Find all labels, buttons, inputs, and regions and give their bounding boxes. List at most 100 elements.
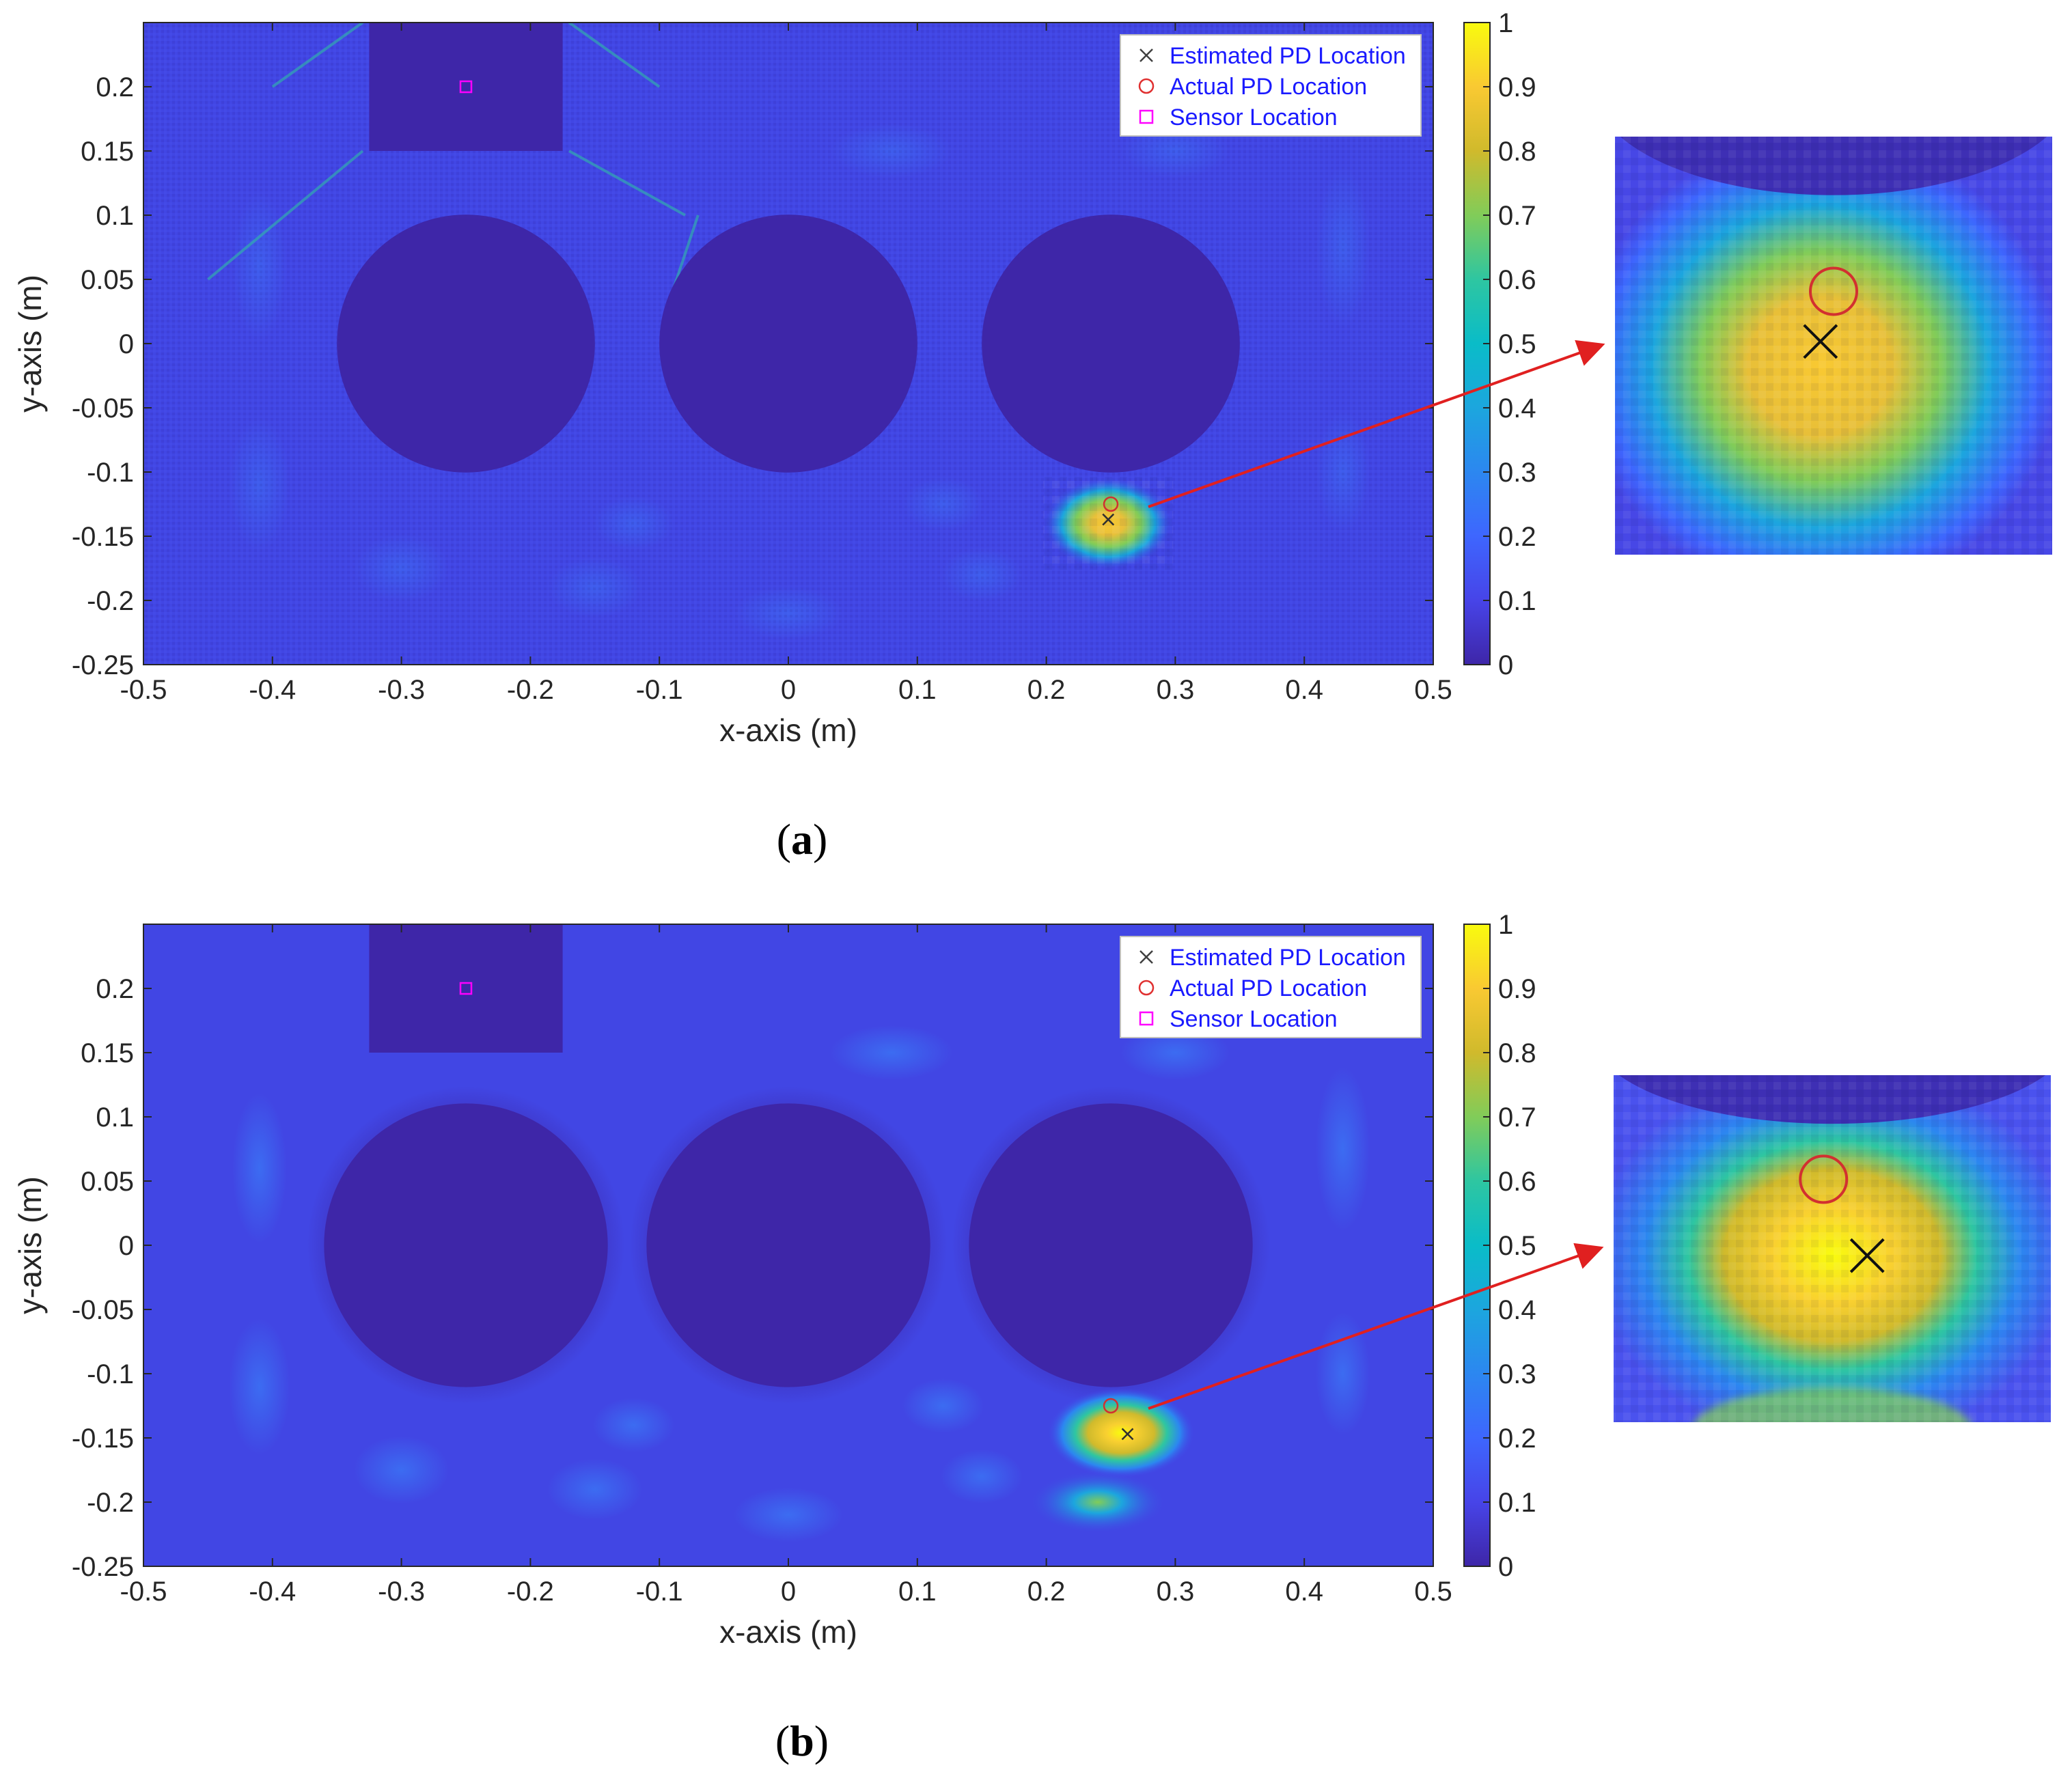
colorbar-tick-label: 0.2: [1498, 522, 1536, 552]
x-tick-label: -0.5: [120, 675, 167, 705]
colorbar: 1 0.9 0.8 0.7 0.6 0.5 0.4 0.3 0.2 0.1 0: [1463, 910, 1536, 1582]
colorbar-tick-label: 0.3: [1498, 1359, 1536, 1389]
legend-x-icon: [1139, 950, 1153, 964]
legend-x-stroke: [1139, 48, 1153, 62]
estimated-pd-stroke: [1102, 513, 1115, 526]
field-blob: [353, 1436, 450, 1504]
sensor-region: [369, 924, 563, 1053]
colorbar-tick-label: 0.5: [1498, 329, 1536, 359]
x-tick-label: 0.2: [1027, 675, 1066, 705]
y-tick-label: 0.1: [96, 1102, 134, 1133]
field-blob: [1315, 1312, 1370, 1435]
ray-artifact: [271, 23, 364, 88]
colorbar-tick-label: 0.9: [1498, 974, 1536, 1004]
ray-artifact: [207, 150, 364, 281]
y-tick-label: -0.15: [72, 522, 134, 552]
legend-entry-label: Actual PD Location: [1170, 74, 1367, 100]
legend-square-icon: [1139, 109, 1154, 124]
y-tick-label: -0.05: [72, 393, 134, 424]
field-blob: [1315, 1067, 1370, 1231]
plot-area: [143, 924, 1433, 1566]
legend-entry-label: Sensor Location: [1170, 105, 1338, 130]
colorbar-gradient: [1463, 22, 1491, 665]
colorbar-tick-label: 0.4: [1498, 1295, 1536, 1325]
obstacle-3: [969, 1103, 1253, 1387]
x-tick-label: 0.3: [1157, 675, 1195, 705]
y-tick-label: 0: [119, 1231, 134, 1261]
legend-entry-label: Estimated PD Location: [1170, 945, 1406, 971]
inset-actual-pd-marker: [1809, 266, 1858, 316]
x-tick-label: -0.3: [378, 675, 425, 705]
inset-pixel-texture: [1615, 137, 2052, 555]
panel-label-letter: b: [790, 1717, 814, 1765]
obstacle-2: [646, 1103, 930, 1387]
panel-label: (a): [777, 815, 828, 863]
y-axis-label: y-axis (m): [12, 1176, 48, 1314]
inset-estimated-pd-marker: [1803, 324, 1838, 359]
y-tick-label: 0.15: [81, 137, 134, 167]
x-tick-label: -0.2: [507, 675, 554, 705]
colorbar-tick-label: 1: [1498, 8, 1513, 38]
sensor-region: [369, 23, 563, 151]
field-blob: [830, 1025, 954, 1080]
x-tick-label: 0.4: [1285, 1577, 1323, 1607]
panel-a: -0.5 -0.4 -0.3 -0.2 -0.1 0 0.1 0.2 0.3 0.4 0.5 0.2 0…: [12, 8, 2052, 863]
panel-label-close: ): [813, 815, 827, 863]
secondary-lobe: [1030, 1471, 1167, 1534]
y-tick-label: 0.2: [96, 72, 134, 102]
y-tick-label: 0.2: [96, 974, 134, 1004]
x-tick-label: 0.4: [1285, 675, 1323, 705]
legend-box: [1120, 936, 1422, 1038]
obstacle-1: [324, 1103, 608, 1387]
panel-label-close: ): [814, 1717, 829, 1765]
field-blob: [228, 1318, 290, 1455]
colorbar-tick-label: 0.1: [1498, 586, 1536, 616]
colorbar-tick-label: 0.6: [1498, 1167, 1536, 1197]
field-blob: [734, 1487, 843, 1542]
colorbar-tick-label: 0.5: [1498, 1231, 1536, 1261]
obstacle-2: [659, 214, 917, 473]
inset-content: [1615, 137, 2052, 555]
y-tick-label: 0: [119, 329, 134, 359]
actual-pd-marker: [1103, 1398, 1119, 1414]
inset-pixel-texture: [1614, 1075, 2051, 1422]
x-tick-label: -0.2: [507, 1577, 554, 1607]
zoom-arrow: [1148, 1243, 1604, 1410]
actual-pd-marker: [1103, 496, 1119, 512]
field-blob: [547, 1458, 643, 1521]
zoom-inset: [1615, 137, 2052, 555]
legend-circle-icon: [1138, 78, 1155, 94]
x-tick-label: -0.1: [636, 675, 683, 705]
colorbar-tick-label: 0.1: [1498, 1488, 1536, 1518]
field-blob: [902, 1378, 984, 1433]
x-tick-label: 0.2: [1027, 1577, 1066, 1607]
y-tick-label: 0.05: [81, 1167, 134, 1197]
x-tick-label: 0.3: [1157, 1577, 1195, 1607]
y-axis-label: y-axis (m): [12, 275, 48, 413]
field-blob: [1120, 1025, 1230, 1080]
colorbar-tick-label: 0.4: [1498, 393, 1536, 424]
inset-x-stroke: [1803, 324, 1838, 359]
y-tick-label: -0.2: [87, 586, 134, 616]
y-tick-label: -0.15: [72, 1424, 134, 1454]
colorbar-tick-label: 0.7: [1498, 1102, 1536, 1133]
obstacle-1: [337, 214, 595, 473]
panel-label-open: (: [777, 815, 791, 863]
inset-estimated-pd-marker: [1849, 1238, 1885, 1273]
inset-actual-pd-marker: [1799, 1154, 1849, 1204]
colorbar-tick-label: 0.8: [1498, 1038, 1536, 1068]
panel-label-open: (: [775, 1717, 790, 1765]
x-tick-label: -0.3: [378, 1577, 425, 1607]
x-tick-label: -0.4: [249, 1577, 296, 1607]
x-tick-label: 0: [781, 675, 796, 705]
colorbar-tick-label: 0: [1498, 1552, 1513, 1582]
colorbar-tick-label: 0.7: [1498, 201, 1536, 231]
sensor-marker: [459, 80, 473, 94]
legend-box: [1120, 34, 1422, 137]
colorbar-tick-label: 0: [1498, 650, 1513, 680]
estimated-pd-stroke: [1121, 1428, 1134, 1441]
colorbar: 1 0.9 0.8 0.7 0.6 0.5 0.4 0.3 0.2 0.1 0: [1463, 8, 1536, 680]
x-tick-label: -0.5: [120, 1577, 167, 1607]
field-blob: [941, 1449, 1023, 1504]
